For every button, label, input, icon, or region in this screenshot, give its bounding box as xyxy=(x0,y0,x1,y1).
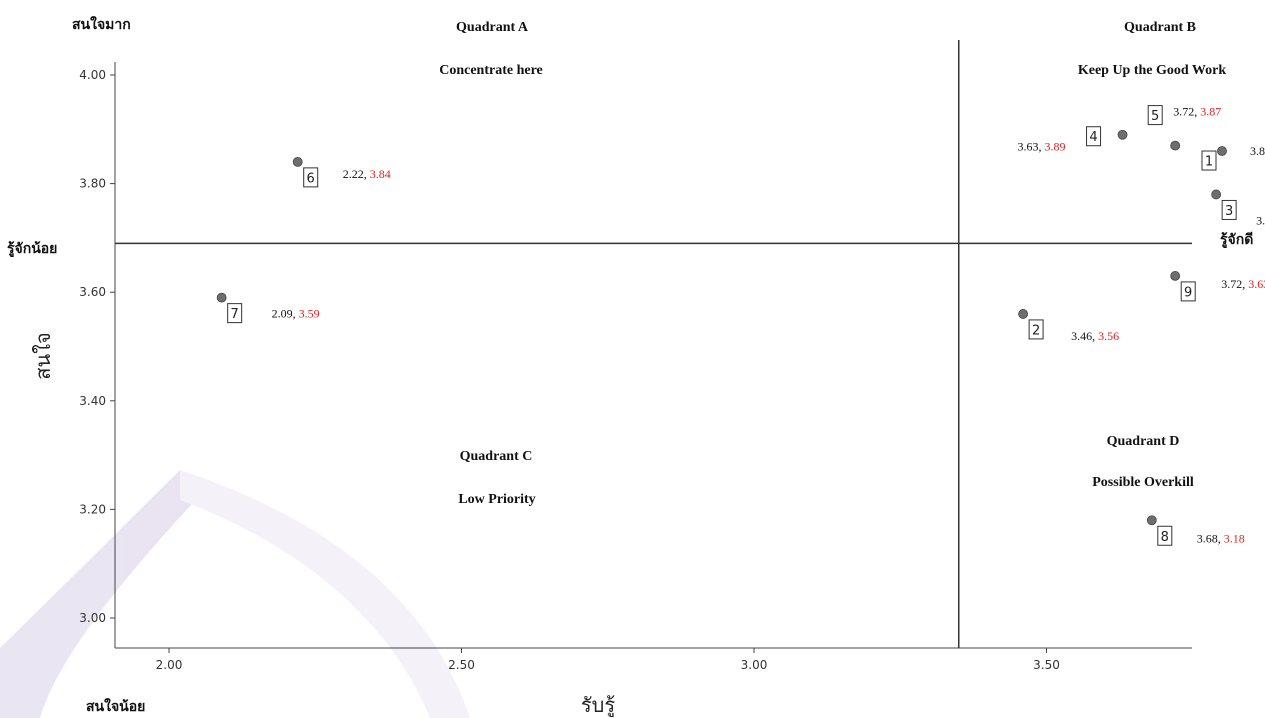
point-y-value: 3.63 xyxy=(1248,277,1265,291)
x-tick-label: 3.00 xyxy=(741,658,768,672)
point-marker xyxy=(1170,271,1181,281)
quadrant-b-title: Quadrant B xyxy=(1124,20,1196,35)
point-y-value: 3.56 xyxy=(1098,329,1119,343)
point-marker xyxy=(1146,515,1157,526)
point-id-box xyxy=(227,303,243,324)
point-value-label: 2.22, 3.84 xyxy=(343,167,391,181)
y-tick-label: 4.00 xyxy=(79,68,106,82)
point-value-label: 3.79, 3.78 xyxy=(1256,213,1265,227)
point-marker xyxy=(1211,189,1222,200)
point-value-label: 3.8, 3.86 xyxy=(1250,144,1265,158)
point-id-box xyxy=(1028,319,1044,340)
point-id-label: 5 xyxy=(1151,109,1159,124)
data-point-5: 5 3.72, 3.87 xyxy=(1147,105,1221,151)
corner-label-top-left: สนใจมาก xyxy=(72,15,131,33)
quadrant-d-title: Quadrant D xyxy=(1107,434,1180,449)
quadrant-b-subtitle: Keep Up the Good Work xyxy=(1078,63,1227,78)
point-x-value: 3.68, xyxy=(1197,531,1224,545)
point-marker xyxy=(216,292,227,303)
point-x-value: 3.72, xyxy=(1173,105,1200,119)
point-id-label: 8 xyxy=(1161,530,1169,545)
point-x-value: 3.46, xyxy=(1071,329,1098,343)
point-id-box xyxy=(303,167,319,188)
point-value-label: 3.72, 3.63 xyxy=(1221,277,1265,291)
point-y-value: 3.59 xyxy=(299,307,320,321)
data-point-7: 7 2.09, 3.59 xyxy=(216,292,320,324)
point-y-value: 3.18 xyxy=(1224,531,1245,545)
point-x-value: 2.09, xyxy=(272,307,299,321)
point-value-label: 3.68, 3.18 xyxy=(1197,531,1245,545)
point-x-value: 3.63, xyxy=(1018,140,1045,154)
point-id-box xyxy=(1221,199,1237,220)
y-axis-title: สนใจ xyxy=(31,332,55,379)
x-tick-label: 2.00 xyxy=(156,658,183,672)
point-id-label: 6 xyxy=(307,171,315,186)
point-id-label: 2 xyxy=(1032,323,1040,338)
point-id-label: 9 xyxy=(1184,285,1192,300)
y-tick-label: 3.40 xyxy=(79,394,106,408)
point-marker xyxy=(1018,309,1028,319)
axis-ticks: 2.00 2.50 3.00 3.50 4.00 3.00 3.20 3.40 3.60 3.80… xyxy=(79,68,1060,672)
quadrant-d-subtitle: Possible Overkill xyxy=(1092,475,1194,490)
corner-label-bottom-left: สนใจน้อย xyxy=(86,697,145,715)
quadrant-c-title: Quadrant C xyxy=(460,449,533,464)
data-point-9: 9 3.72, 3.63 xyxy=(1170,271,1265,302)
y-tick-label: 3.20 xyxy=(79,502,106,516)
point-y-value: 3.89 xyxy=(1045,140,1066,154)
point-id-label: 1 xyxy=(1205,155,1213,170)
point-y-value: 3.87 xyxy=(1200,105,1221,119)
y-tick-label: 3.60 xyxy=(79,285,106,299)
point-x-value: 3.79, xyxy=(1256,213,1265,227)
point-x-value: 3.72, xyxy=(1221,277,1248,291)
point-value-label: 3.63, 3.89 xyxy=(1018,140,1066,154)
point-value-label: 2.09, 3.59 xyxy=(272,307,320,321)
point-marker xyxy=(292,156,303,167)
quadrant-a-title: Quadrant A xyxy=(456,20,529,35)
point-x-value: 3.8, xyxy=(1250,144,1265,158)
y-tick-label: 3.00 xyxy=(79,611,106,625)
point-id-label: 3 xyxy=(1225,204,1233,219)
point-id-box xyxy=(1157,525,1173,546)
point-value-label: 3.46, 3.56 xyxy=(1071,329,1119,343)
data-points: 1 3.8, 3.86 2 3.46, 3.56 3 3.79, 3.78 4 3.63, 3… xyxy=(216,105,1265,546)
corner-label-right-mid: รู้จักดี xyxy=(1220,232,1253,248)
point-id-box xyxy=(1147,105,1163,126)
corner-label-left-mid: รู้จักน้อย xyxy=(7,241,57,257)
data-point-3: 3 3.79, 3.78 xyxy=(1211,189,1265,227)
point-marker xyxy=(1117,129,1128,140)
y-tick-label: 3.80 xyxy=(79,177,106,191)
data-point-8: 8 3.68, 3.18 xyxy=(1146,515,1245,546)
point-marker xyxy=(1170,140,1181,151)
point-marker xyxy=(1217,146,1227,156)
point-value-label: 3.72, 3.87 xyxy=(1173,105,1221,119)
point-id-box xyxy=(1086,126,1102,147)
quadrant-c-subtitle: Low Priority xyxy=(458,492,535,507)
point-id-box xyxy=(1201,150,1217,171)
point-y-value: 3.84 xyxy=(370,167,391,181)
point-id-box xyxy=(1180,281,1196,302)
x-tick-label: 2.50 xyxy=(448,658,475,672)
data-point-2: 2 3.46, 3.56 xyxy=(1018,309,1119,343)
data-point-1: 1 3.8, 3.86 xyxy=(1201,144,1265,171)
point-id-label: 7 xyxy=(231,307,239,322)
x-axis-title: รับรู้ xyxy=(581,693,615,718)
watermark-logo xyxy=(0,470,470,718)
x-tick-label: 3.50 xyxy=(1033,658,1060,672)
quadrant-a-subtitle: Concentrate here xyxy=(439,63,543,78)
data-point-6: 6 2.22, 3.84 xyxy=(292,156,391,188)
point-x-value: 2.22, xyxy=(343,167,370,181)
point-id-label: 4 xyxy=(1089,130,1097,145)
data-point-4: 4 3.63, 3.89 xyxy=(1018,126,1128,154)
